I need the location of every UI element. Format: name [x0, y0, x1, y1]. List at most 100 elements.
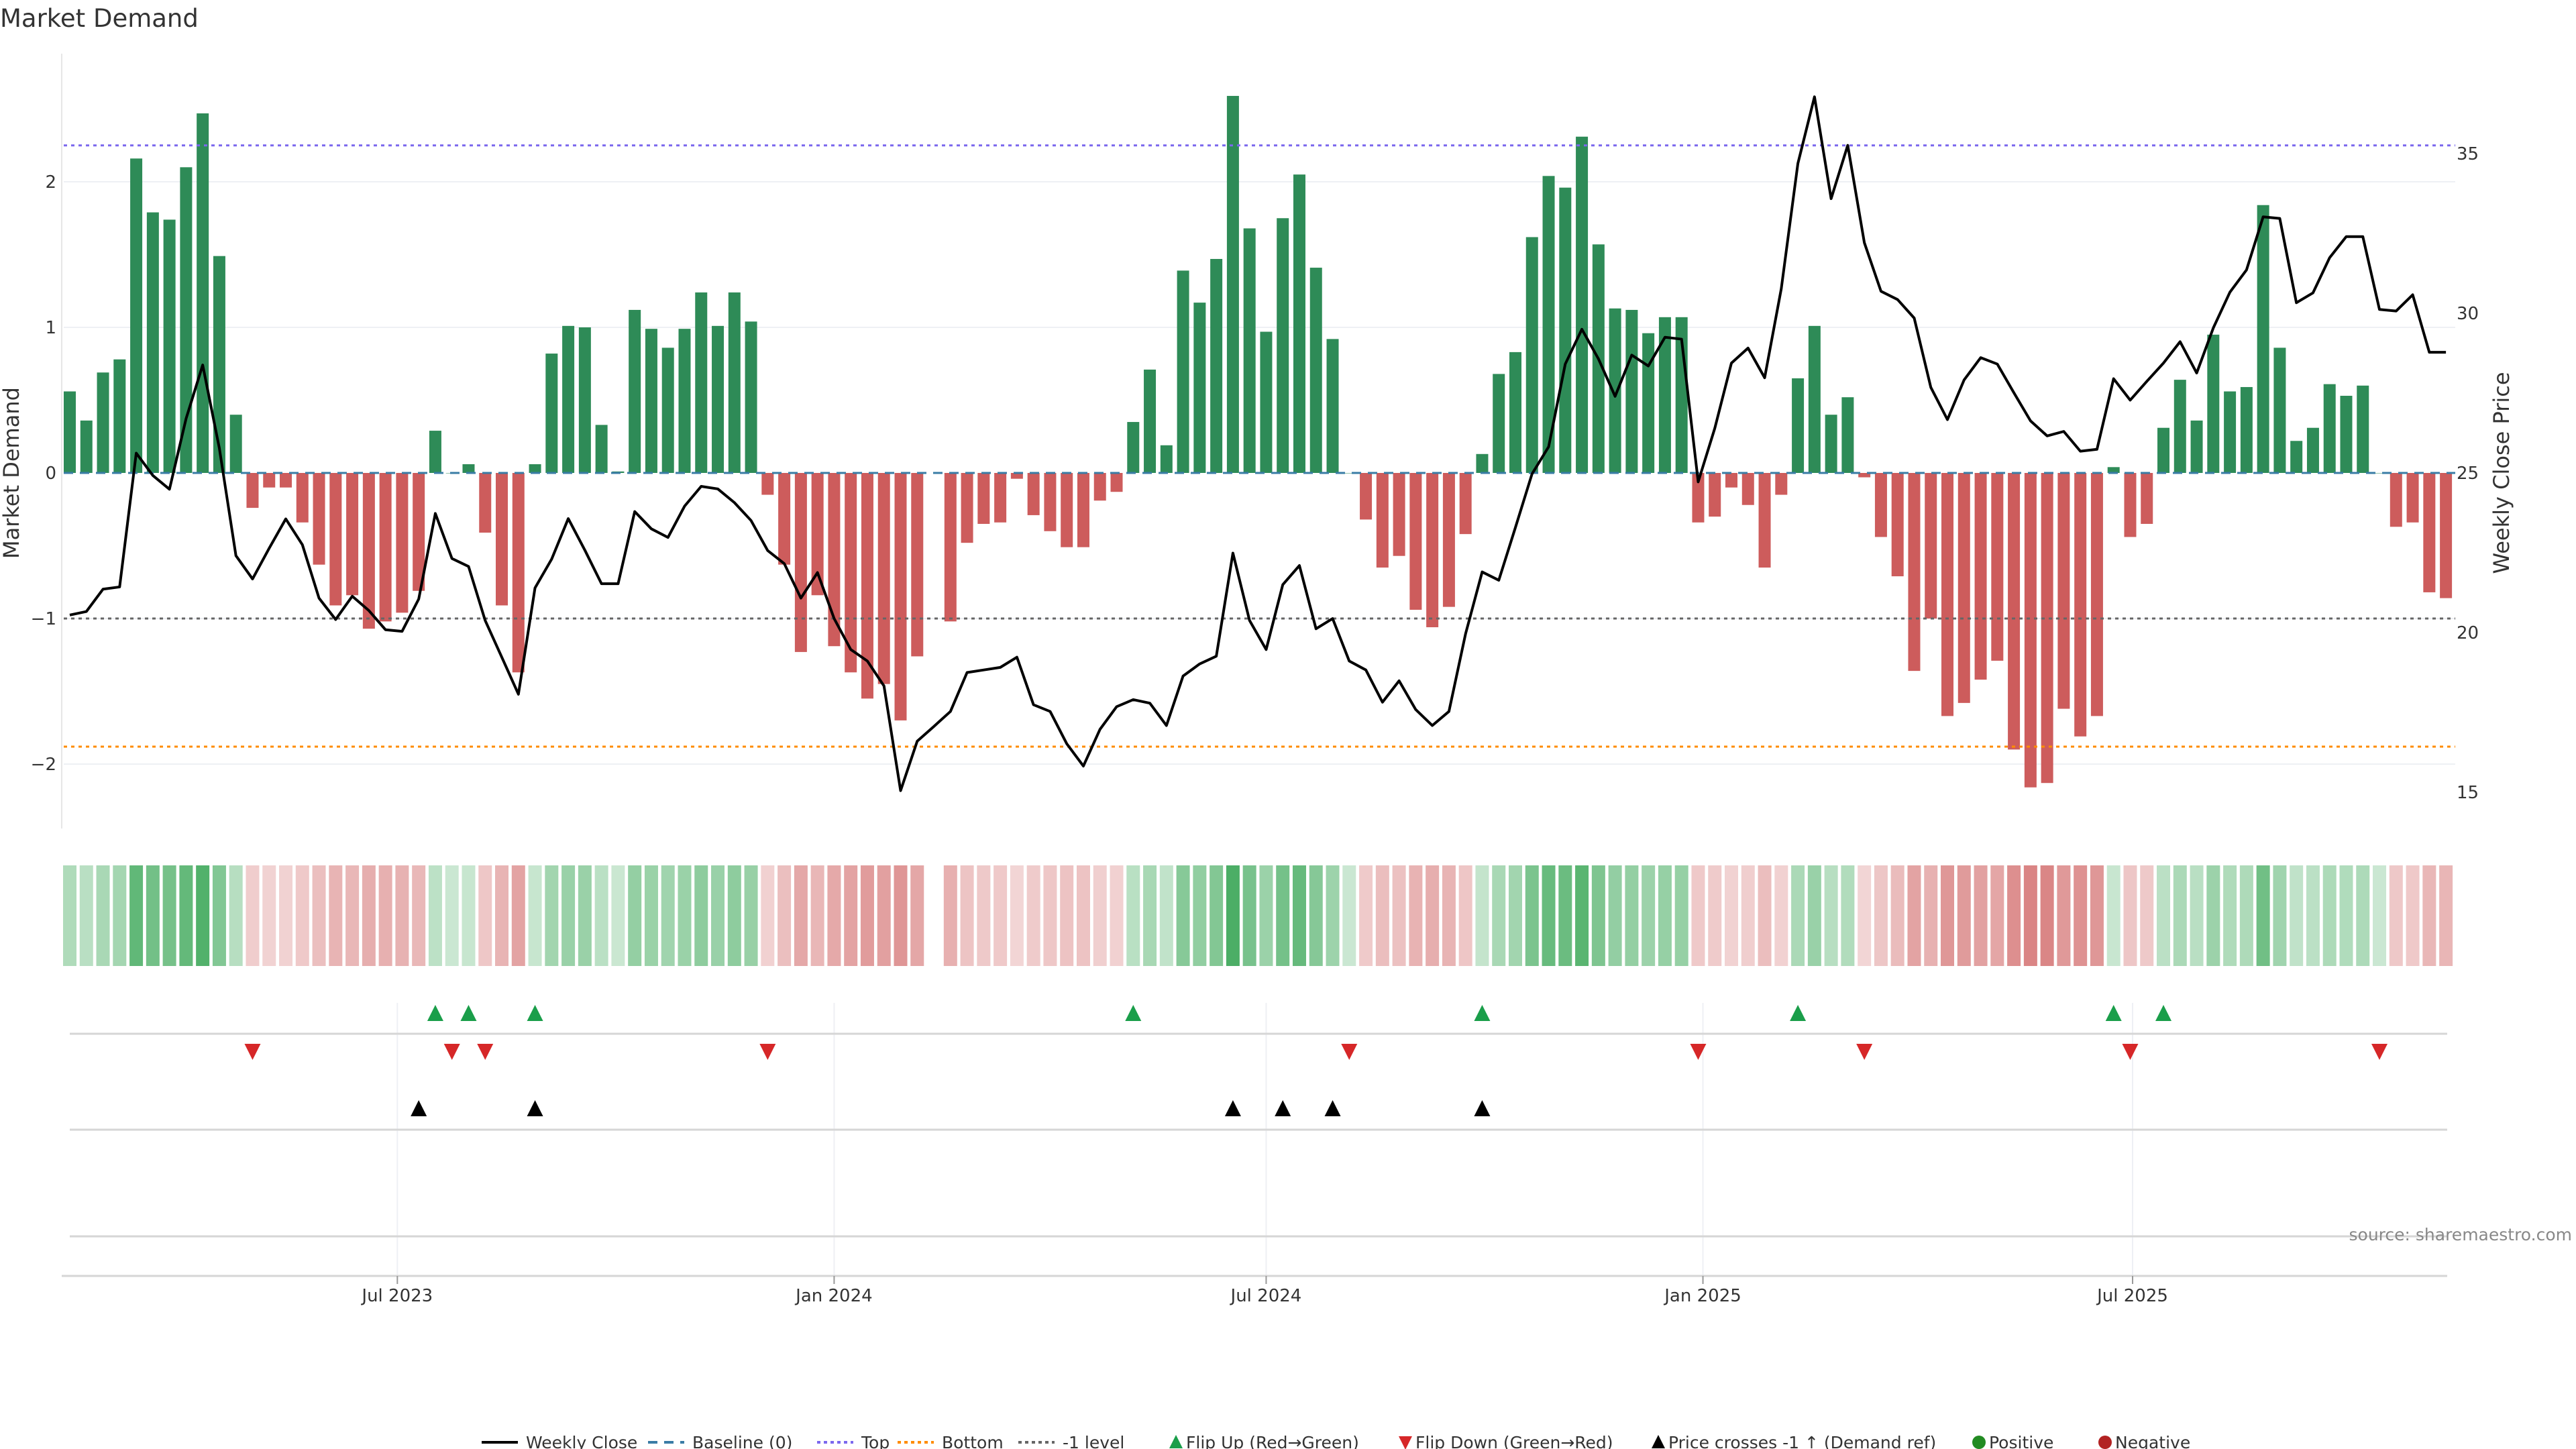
heat-cell	[1210, 865, 1224, 966]
demand-bar	[911, 473, 924, 657]
heat-cell	[1010, 865, 1024, 966]
flip-up-marker	[2155, 1005, 2172, 1021]
demand-bar	[346, 473, 359, 596]
demand-bar	[695, 292, 708, 473]
heat-cell	[2090, 865, 2104, 966]
heat-cell	[2007, 865, 2021, 966]
weekly-close-line	[69, 95, 2447, 792]
x-tick-label: Jan 2025	[1663, 1286, 1741, 1306]
flip-down-marker	[477, 1044, 494, 1060]
heat-cell	[1957, 865, 1971, 966]
heat-cell	[1176, 865, 1190, 966]
demand-bar	[1426, 473, 1439, 628]
heat-cell	[2023, 865, 2037, 966]
legend-label: Baseline (0)	[692, 1433, 792, 1449]
heat-cell	[1642, 865, 1656, 966]
heat-cell	[2406, 865, 2420, 966]
demand-bar	[728, 292, 741, 473]
legend-circle-icon	[1972, 1436, 1986, 1449]
heat-cell	[262, 865, 276, 966]
heat-cell	[2057, 865, 2071, 966]
demand-bar	[1144, 369, 1157, 473]
heat-cell	[2206, 865, 2220, 966]
demand-bar	[462, 464, 475, 473]
heat-cell	[777, 865, 792, 966]
demand-bar	[2207, 334, 2220, 473]
heat-cell	[727, 865, 741, 966]
heat-cell	[1475, 865, 1489, 966]
heat-cell	[2439, 865, 2453, 966]
demand-bar	[1542, 176, 1555, 473]
heat-cell	[1841, 865, 1855, 966]
heat-cell	[1890, 865, 1904, 966]
flip-down-marker	[759, 1044, 776, 1060]
heat-cell	[1525, 865, 1539, 966]
demand-bar	[2024, 473, 2037, 788]
demand-bar	[2406, 473, 2419, 523]
heat-cell	[1375, 865, 1389, 966]
heat-cell	[1392, 865, 1406, 966]
demand-bar	[2373, 473, 2386, 474]
heat-cell	[495, 865, 509, 966]
heat-cell	[2239, 865, 2253, 966]
heat-cell	[1608, 865, 1622, 966]
heat-cell	[2422, 865, 2436, 966]
heat-cell	[1093, 865, 1107, 966]
y-tick-label: 2	[45, 172, 56, 193]
heat-cell	[1226, 865, 1240, 966]
y2-tick-label: 30	[2457, 304, 2479, 324]
legend-triangle-up-icon	[1652, 1435, 1665, 1448]
heat-cell	[2256, 865, 2270, 966]
flip-up-marker	[427, 1005, 443, 1021]
demand-bar	[794, 473, 807, 652]
legend-item: Positive	[1972, 1433, 2053, 1449]
heat-cell	[196, 865, 210, 966]
flip-down-marker	[443, 1044, 460, 1060]
demand-bar	[2306, 427, 2319, 473]
heat-cell	[594, 865, 608, 966]
heat-cell	[212, 865, 226, 966]
demand-bar	[113, 359, 126, 473]
demand-bar	[1061, 473, 1073, 547]
demand-bar	[1160, 445, 1173, 473]
y-tick-label: 0	[45, 464, 56, 484]
heat-cell	[329, 865, 343, 966]
heat-cell	[2290, 865, 2304, 966]
heat-cell	[1060, 865, 1074, 966]
demand-bar	[2240, 386, 2253, 473]
y-axis-label: Market Demand	[0, 387, 24, 559]
flip-up-marker	[2105, 1005, 2122, 1021]
heat-cell	[478, 865, 492, 966]
demand-bar	[396, 473, 409, 613]
legend-label: Flip Up (Red→Green)	[1186, 1433, 1359, 1449]
heat-cell	[378, 865, 392, 966]
demand-bar	[1858, 473, 1871, 478]
heat-cell	[894, 865, 908, 966]
heat-cell	[1774, 865, 1788, 966]
demand-bar	[1625, 309, 1638, 473]
heat-cell	[1575, 865, 1589, 966]
heat-cell	[977, 865, 991, 966]
legend-item: Price crosses -1 ↑ (Demand ref)	[1652, 1433, 1936, 1449]
demand-bar	[761, 473, 774, 495]
legend-item: Negative	[2098, 1433, 2190, 1449]
heat-cell	[1558, 865, 1572, 966]
demand-bar	[146, 212, 159, 473]
demand-bar	[661, 347, 674, 473]
heat-cell	[794, 865, 808, 966]
demand-bar	[2090, 473, 2103, 716]
demand-bar	[479, 473, 492, 533]
legend-triangle-up-icon	[1169, 1435, 1183, 1448]
heat-cell	[63, 865, 76, 966]
demand-bar	[1293, 174, 1305, 473]
heat-cell	[1143, 865, 1157, 966]
signal-rows	[62, 1003, 2447, 1277]
heat-cell	[910, 865, 924, 966]
heat-cell	[428, 865, 442, 966]
x-tick-label: Jan 2024	[794, 1286, 873, 1306]
demand-bar	[2440, 473, 2453, 598]
demand-bar	[429, 431, 441, 473]
heat-cell	[2322, 865, 2337, 966]
heat-cell	[2356, 865, 2370, 966]
demand-bar	[845, 473, 857, 673]
